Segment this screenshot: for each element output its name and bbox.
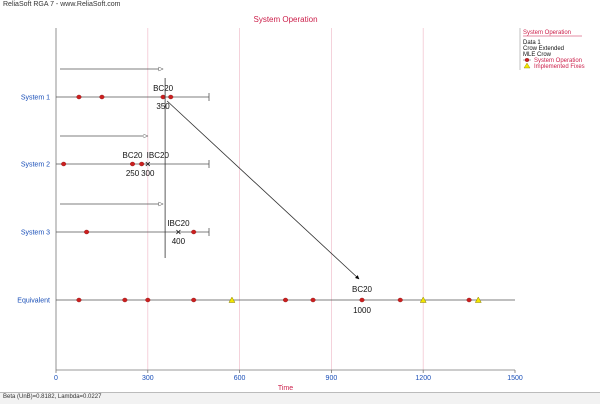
legend-line-0: Data 1 [523,40,541,46]
legend-entry-label-0: System Operation [534,58,582,64]
legend-entry-marker-1 [523,62,531,69]
equivalent-failure-8 [466,297,472,303]
x-tick-label-900: 900 [326,375,338,382]
x-tick-label-0: 0 [54,375,58,382]
equivalent-fix-1 [419,296,427,303]
x-tick-label-1500: 1500 [507,375,523,382]
system-1-failure-3 [168,94,174,100]
equivalent-failure-2 [145,297,151,303]
system-3-fix-marker-0 [176,229,181,235]
system-2-failure-0 [61,161,67,167]
equivalent-fix-2 [474,296,482,303]
equivalent-failure-7 [397,297,403,303]
mapping-arrow [166,100,360,280]
x-tick-label-1200: 1200 [415,375,431,382]
app-title: ReliaSoft RGA 7 - [3,1,61,8]
equivalent-time-label: 1000 [353,306,371,315]
status-bar: Beta (UnB)=0.8182, Lambda=0.0227 [0,392,600,404]
system-2-failure-1 [129,161,135,167]
system-2-time-label-0: 250 [126,169,140,178]
chart-title: System Operation [253,15,317,24]
legend-line-1: Crow Extended [523,46,564,52]
equivalent-failure-0 [76,297,82,303]
row-label-equivalent: Equivalent [17,298,50,305]
system-1-failure-0 [76,94,82,100]
system-2-time-label-1: 300 [141,169,155,178]
system-2-fix-marker-1 [145,161,151,167]
system-1-mode-label-0: BC20 [153,84,174,93]
system-3-time-label-0: 400 [172,237,186,246]
row-label-system-3: System 3 [21,230,50,237]
legend-entry-marker-0 [524,58,530,62]
system-3-failure-1 [191,229,197,235]
system-1-failure-1 [99,94,105,100]
equivalent-mode-label: BC20 [352,285,373,294]
equivalent-failure-5 [310,297,316,303]
brand-url: www.ReliaSoft.com [60,1,121,8]
legend-entry-label-1: Implemented Fixes [534,64,585,70]
equivalent-failure-4 [283,297,289,303]
app-brand: ReliaSoft RGA 7 - www.ReliaSoft.com [3,1,121,8]
equivalent-fix-0 [228,296,236,303]
status-text: Beta (UnB)=0.8182, Lambda=0.0227 [3,394,102,400]
legend-title: System Operation [523,30,571,36]
x-tick-label-600: 600 [234,375,246,382]
x-axis-label: Time [278,385,293,392]
system-3-mode-label-0: IBC20 [167,219,190,228]
row-label-system-2: System 2 [21,162,50,169]
system-1-time-label-0: 350 [156,102,170,111]
system-2-mode-label-1: IBC20 [147,151,170,160]
legend-line-2: MLE Crow [523,52,552,58]
row-label-system-1: System 1 [21,95,50,102]
system-2-mode-label-0: BC20 [122,151,143,160]
system-2-failure-2 [139,161,145,167]
equivalent-failure-3 [191,297,197,303]
equivalent-failure-6 [359,297,365,303]
system-3-failure-0 [84,229,90,235]
equivalent-failure-1 [122,297,128,303]
x-tick-label-300: 300 [142,375,154,382]
